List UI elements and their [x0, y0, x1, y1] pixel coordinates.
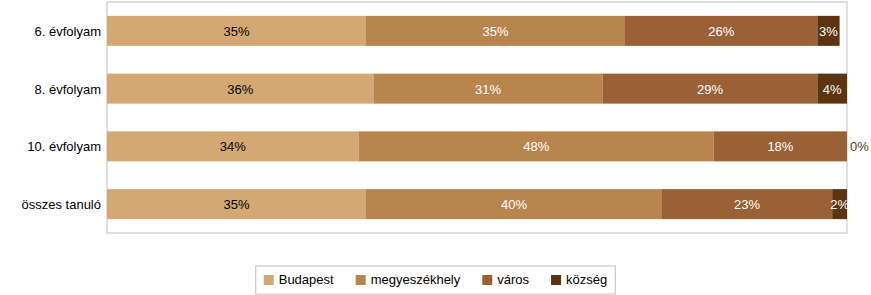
legend-swatch — [482, 275, 492, 285]
legend: Budapest megyeszékhely város község — [256, 266, 616, 294]
bars — [107, 16, 847, 219]
bar-segment — [817, 74, 847, 104]
data-label: 29% — [697, 82, 723, 97]
bar-segment — [373, 74, 602, 104]
bar-segment — [366, 16, 625, 46]
category-label: összes tanuló — [22, 197, 102, 212]
data-label: 4% — [823, 82, 842, 97]
bar-segment — [847, 131, 848, 161]
chart-svg: 35% 35% 26% 3% 36% 31% 29% 4% 34% 48% 18% 0% 35% 40% 2… — [0, 0, 871, 295]
legend-swatch — [551, 275, 561, 285]
bar-segment — [603, 74, 818, 104]
category-label: 6. évfolyam — [35, 24, 101, 39]
category-label: 8. évfolyam — [35, 82, 101, 97]
legend-frame — [256, 266, 616, 294]
plot-frame — [107, 2, 847, 233]
legend-label: Budapest — [279, 272, 334, 287]
bar-segment — [366, 189, 662, 219]
bar-segment — [107, 189, 366, 219]
data-label: 35% — [482, 24, 508, 39]
data-label: 35% — [223, 24, 249, 39]
legend-label: megyeszékhely — [371, 272, 461, 287]
bar-segment — [359, 131, 714, 161]
data-label: 48% — [523, 139, 549, 154]
bar-segment — [625, 16, 817, 46]
data-label: 3% — [819, 24, 838, 39]
legend-swatch — [264, 275, 274, 285]
data-labels: 35% 35% 26% 3% 36% 31% 29% 4% 34% 48% 18% 0% 35% 40% 2… — [220, 24, 869, 212]
data-label: 40% — [501, 197, 527, 212]
data-label: 34% — [220, 139, 246, 154]
data-label: 35% — [223, 197, 249, 212]
category-label: 10. évfolyam — [27, 139, 101, 154]
data-label: 26% — [708, 24, 734, 39]
legend-label: város — [497, 272, 529, 287]
bar-segment — [817, 16, 839, 46]
data-label: 0% — [850, 139, 869, 154]
bar-segment — [107, 74, 373, 104]
category-labels: 6. évfolyam 8. évfolyam 10. évfolyam összes… — [22, 24, 102, 212]
legend-swatch — [356, 275, 366, 285]
data-label: 31% — [475, 82, 501, 97]
data-label: 18% — [767, 139, 793, 154]
bar-segment — [662, 189, 832, 219]
bar-segment — [107, 131, 359, 161]
bar-segment — [714, 131, 847, 161]
bar-segment — [107, 16, 366, 46]
data-label: 36% — [227, 82, 253, 97]
legend-label: község — [566, 272, 607, 287]
data-label: 2% — [830, 197, 849, 212]
chart-container: 35% 35% 26% 3% 36% 31% 29% 4% 34% 48% 18% 0% 35% 40% 2… — [0, 0, 871, 295]
data-label: 23% — [734, 197, 760, 212]
